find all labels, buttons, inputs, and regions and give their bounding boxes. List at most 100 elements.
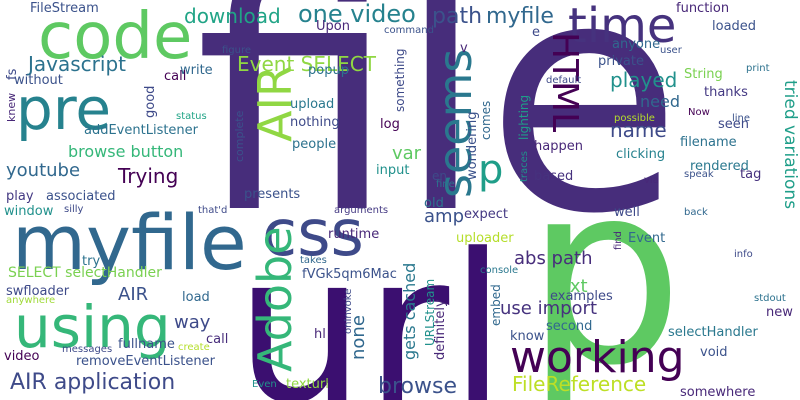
cloud-word: back xyxy=(684,207,708,218)
cloud-word: happen xyxy=(534,139,583,154)
cloud-word: fs xyxy=(5,68,20,80)
cloud-word: info xyxy=(734,249,753,260)
cloud-word: function xyxy=(676,1,730,16)
cloud-word: window xyxy=(4,204,54,219)
cloud-word: browse xyxy=(378,374,457,399)
cloud-word: loaded xyxy=(712,19,757,34)
cloud-word: uploader xyxy=(456,231,514,246)
cloud-word: lighting xyxy=(517,94,531,140)
cloud-word: something xyxy=(393,48,407,112)
cloud-word: removeEventListener xyxy=(76,354,215,369)
cloud-word: log xyxy=(380,117,400,132)
cloud-word: based xyxy=(534,169,574,184)
cloud-word: browse button xyxy=(68,142,184,161)
cloud-word: fVGk5qm6Mac xyxy=(302,267,397,282)
cloud-word: popup xyxy=(308,63,349,78)
cloud-word: stdout xyxy=(754,293,786,304)
cloud-word: user xyxy=(660,45,682,56)
cloud-word: fullname xyxy=(118,337,175,352)
cloud-word: Upon xyxy=(316,19,350,34)
cloud-word: well xyxy=(614,205,640,220)
cloud-word: p xyxy=(478,147,504,193)
cloud-word: tag xyxy=(740,167,762,182)
cloud-word: SELECT selectHandler xyxy=(8,265,162,281)
cloud-word: upload xyxy=(290,97,335,112)
cloud-word: played xyxy=(610,68,678,92)
cloud-word: knew xyxy=(5,92,18,122)
cloud-word: takes xyxy=(300,255,327,266)
cloud-word: anywhere xyxy=(6,295,56,306)
cloud-word: wondering xyxy=(465,111,480,180)
cloud-word: name xyxy=(610,118,667,142)
cloud-word: speak xyxy=(684,169,714,180)
cloud-word: way xyxy=(174,312,211,333)
cloud-word: css xyxy=(262,197,364,271)
cloud-word: Now xyxy=(688,107,710,118)
cloud-word: Trying xyxy=(118,164,179,188)
cloud-word: play xyxy=(6,189,34,204)
cloud-word: video xyxy=(4,349,40,364)
cloud-word: youtube xyxy=(6,160,81,181)
cloud-word: new xyxy=(766,305,793,320)
cloud-word: console xyxy=(480,265,519,276)
cloud-word: command xyxy=(384,25,434,36)
cloud-word: swfloader xyxy=(6,284,70,299)
cloud-word: rendered xyxy=(690,159,749,174)
cloud-word: tried variations xyxy=(780,80,800,210)
cloud-word: runtime xyxy=(328,227,380,242)
cloud-word: FileStream xyxy=(30,1,99,16)
cloud-word: good xyxy=(143,85,158,118)
cloud-word: somewhere xyxy=(680,385,756,400)
cloud-word: default xyxy=(546,75,582,86)
cloud-word: old xyxy=(424,196,444,211)
cloud-word: call xyxy=(164,69,187,84)
cloud-word: abs path xyxy=(514,248,593,269)
cloud-word: myfile xyxy=(12,198,247,287)
cloud-word: gets cached xyxy=(400,262,419,360)
cloud-word: en xyxy=(432,169,447,183)
cloud-word: load xyxy=(182,290,210,305)
cloud-word: create xyxy=(178,342,210,353)
cloud-word: AIR application xyxy=(10,370,176,395)
cloud-word: onInvoke xyxy=(343,288,354,334)
cloud-word: FileReference xyxy=(512,372,647,396)
cloud-word: fine xyxy=(436,179,455,190)
cloud-word: addEventListener xyxy=(84,123,199,138)
cloud-word: file xyxy=(195,0,683,284)
cloud-word: clicking xyxy=(616,147,666,162)
cloud-word: examples xyxy=(550,289,613,304)
cloud-word: thanks xyxy=(704,85,748,100)
cloud-word: text xyxy=(552,276,588,297)
cloud-word: using xyxy=(14,293,171,361)
cloud-word: via xyxy=(644,175,659,186)
cloud-word: find xyxy=(613,231,624,250)
cloud-word: silly xyxy=(64,204,84,215)
cloud-word: AIR xyxy=(118,284,149,305)
cloud-word: download xyxy=(184,4,281,28)
cloud-word: Event SELECT xyxy=(237,52,376,76)
cloud-word: need xyxy=(640,92,680,111)
cloud-word: second xyxy=(546,319,593,334)
cloud-word: Adobe xyxy=(248,226,302,372)
cloud-word: embed xyxy=(489,284,503,326)
cloud-word: without xyxy=(14,73,63,88)
cloud-word: Javascript xyxy=(28,52,126,76)
cloud-word: arguments xyxy=(334,205,389,216)
cloud-word: line xyxy=(732,113,751,124)
cloud-word: pre xyxy=(16,75,112,143)
cloud-word: know xyxy=(510,329,545,344)
cloud-word: anyone xyxy=(612,37,661,52)
cloud-word: nothing xyxy=(290,115,340,130)
cloud-word: traces xyxy=(519,150,530,182)
cloud-word: texturl xyxy=(286,377,329,392)
cloud-word: people xyxy=(292,137,337,152)
cloud-word: var xyxy=(392,143,422,164)
cloud-word: possible xyxy=(614,113,655,124)
cloud-word: figure xyxy=(222,45,252,56)
cloud-word: complete xyxy=(233,110,246,162)
cloud-word: Event xyxy=(628,231,666,246)
cloud-word: status xyxy=(176,111,207,122)
cloud-word: selectHandler xyxy=(668,325,758,340)
cloud-word: associated xyxy=(46,189,116,204)
